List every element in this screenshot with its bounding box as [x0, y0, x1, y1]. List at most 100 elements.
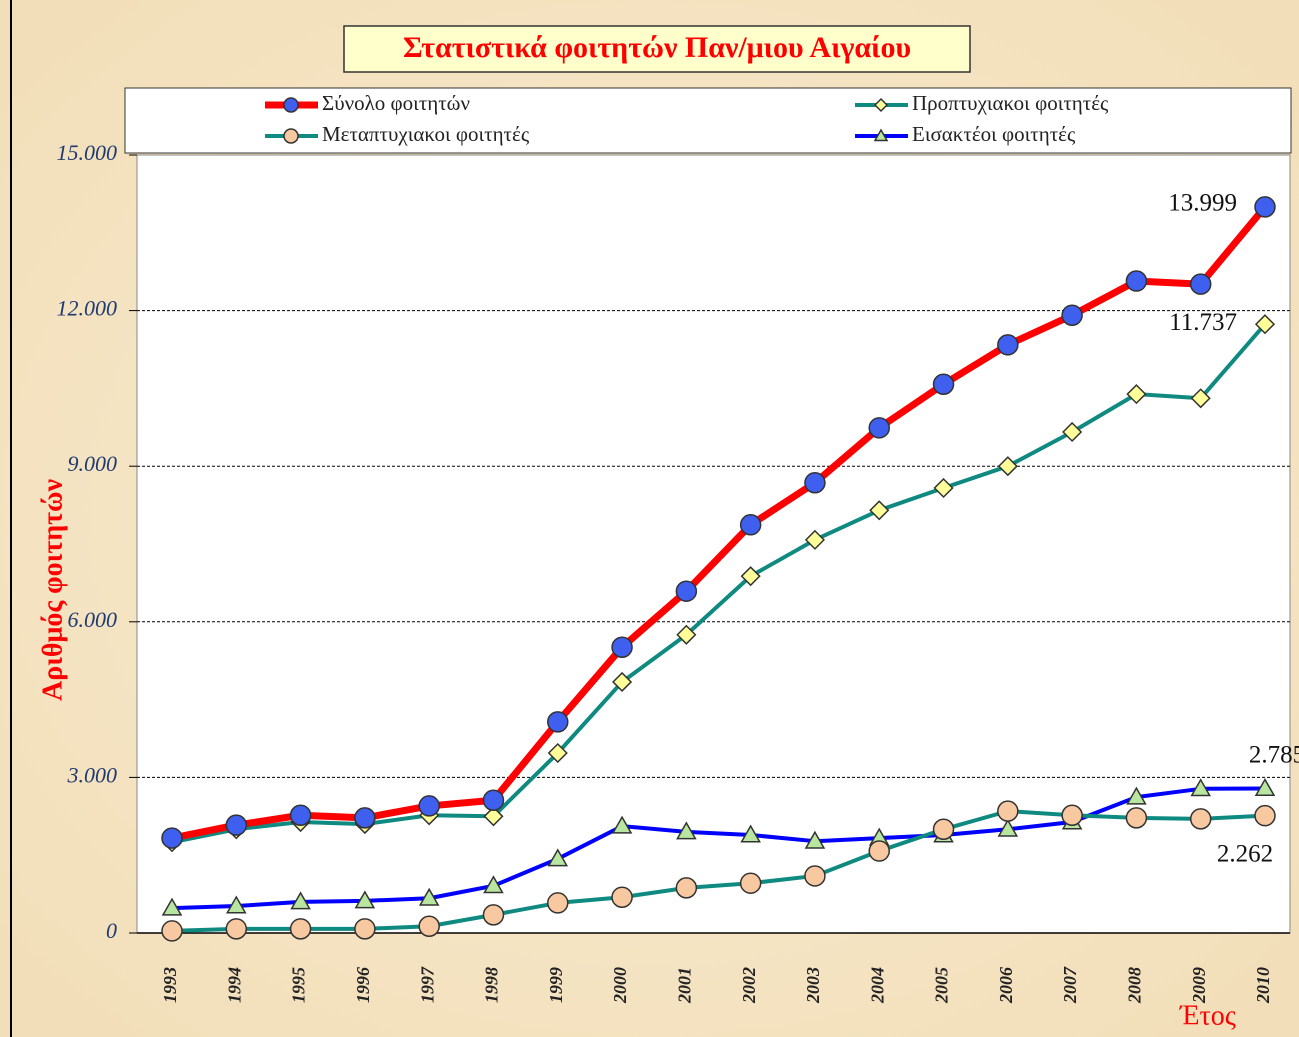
marker	[1062, 421, 1083, 443]
x-tick-label: 2002	[739, 967, 759, 1004]
marker	[1254, 804, 1276, 827]
marker	[740, 566, 761, 587]
x-tick-label: 1999	[546, 967, 566, 1003]
x-tick-label: 2007	[1060, 966, 1080, 1004]
marker	[290, 891, 311, 910]
legend-label: Εισακτέοι φοιτητές	[912, 122, 1076, 146]
x-tick-label: 2010	[1253, 967, 1273, 1004]
marker	[1126, 786, 1147, 805]
marker	[161, 897, 183, 916]
marker	[547, 711, 569, 733]
marker	[1190, 388, 1211, 409]
marker	[675, 580, 698, 602]
y-tick-label: 15.000	[57, 140, 118, 165]
marker	[1125, 807, 1148, 829]
marker	[676, 624, 697, 645]
legend	[124, 87, 1292, 154]
title-box	[343, 25, 971, 73]
marker	[868, 417, 890, 439]
marker	[932, 818, 955, 841]
marker	[1061, 804, 1083, 827]
marker	[289, 804, 312, 827]
data-label: 11.737	[1169, 309, 1237, 336]
x-tick-label: 2008	[1125, 967, 1145, 1004]
x-tick-label: 1993	[160, 967, 180, 1003]
marker	[675, 877, 698, 899]
marker	[225, 814, 248, 836]
y-tick-label: 6.000	[68, 607, 118, 632]
marker	[289, 918, 312, 940]
x-tick-label: 2005	[932, 967, 952, 1004]
marker	[1061, 304, 1083, 327]
marker	[547, 892, 569, 914]
marker	[1126, 384, 1147, 405]
marker	[676, 821, 697, 840]
x-tick-label: 2004	[867, 967, 887, 1004]
marker	[1189, 273, 1212, 295]
chart-title: Στατιστικά φοιτητών Παν/μιου Αιγαίου	[403, 31, 911, 64]
x-axis-label: Έτος	[1179, 1000, 1236, 1031]
marker	[1254, 314, 1276, 335]
marker	[1125, 270, 1148, 292]
y-tick-label: 3.000	[67, 762, 118, 787]
y-tick-label: 0	[106, 918, 117, 943]
marker	[283, 128, 299, 144]
marker	[354, 918, 376, 940]
marker	[611, 886, 633, 908]
marker	[547, 742, 568, 764]
marker	[868, 840, 890, 862]
series-line	[171, 786, 1266, 911]
marker	[483, 806, 504, 827]
x-tick-label: 2006	[996, 967, 1016, 1004]
y-tick-label: 9.000	[68, 451, 118, 476]
marker	[611, 636, 633, 658]
marker	[739, 872, 762, 894]
marker	[873, 128, 889, 142]
marker	[611, 815, 633, 834]
legend-label: Προπτυχιακοι φοιτητές	[912, 91, 1109, 115]
marker	[161, 920, 183, 942]
y-tick-label: 12.000	[57, 296, 118, 321]
marker	[611, 671, 633, 693]
marker	[997, 334, 1019, 356]
marker	[283, 97, 299, 113]
marker	[1189, 808, 1212, 830]
marker	[418, 887, 440, 906]
marker	[482, 904, 505, 926]
marker	[482, 789, 505, 811]
marker	[997, 800, 1019, 822]
marker	[547, 848, 569, 867]
y-axis-label: Αριθμός φοιτητών	[37, 478, 68, 701]
x-tick-label: 2003	[803, 967, 823, 1004]
marker	[739, 514, 762, 536]
marker	[997, 456, 1018, 477]
marker	[804, 830, 826, 849]
marker	[933, 477, 954, 499]
legend-label: Μεταπτυχιακοι φοιτητές	[322, 122, 530, 146]
marker	[869, 500, 890, 521]
x-tick-label: 1994	[224, 967, 244, 1003]
marker	[354, 807, 376, 829]
marker	[804, 472, 826, 494]
marker	[1254, 778, 1276, 797]
x-tick-label: 1996	[353, 967, 373, 1003]
x-tick-label: 1997	[417, 966, 437, 1003]
marker	[804, 529, 826, 550]
data-label: 13.999	[1168, 190, 1237, 217]
x-tick-label: 2000	[610, 967, 630, 1004]
marker	[932, 373, 955, 396]
marker	[226, 895, 247, 914]
x-tick-label: 1995	[289, 967, 309, 1003]
marker	[354, 890, 376, 909]
x-tick-label: 2001	[674, 967, 694, 1004]
data-label: 2.785	[1249, 741, 1299, 768]
marker	[483, 875, 504, 894]
marker	[804, 865, 826, 887]
marker	[873, 97, 889, 113]
marker	[1190, 778, 1211, 797]
marker	[225, 918, 248, 940]
x-tick-label: 2009	[1189, 967, 1209, 1004]
marker	[997, 818, 1019, 837]
x-tick-label: 1998	[482, 967, 502, 1003]
